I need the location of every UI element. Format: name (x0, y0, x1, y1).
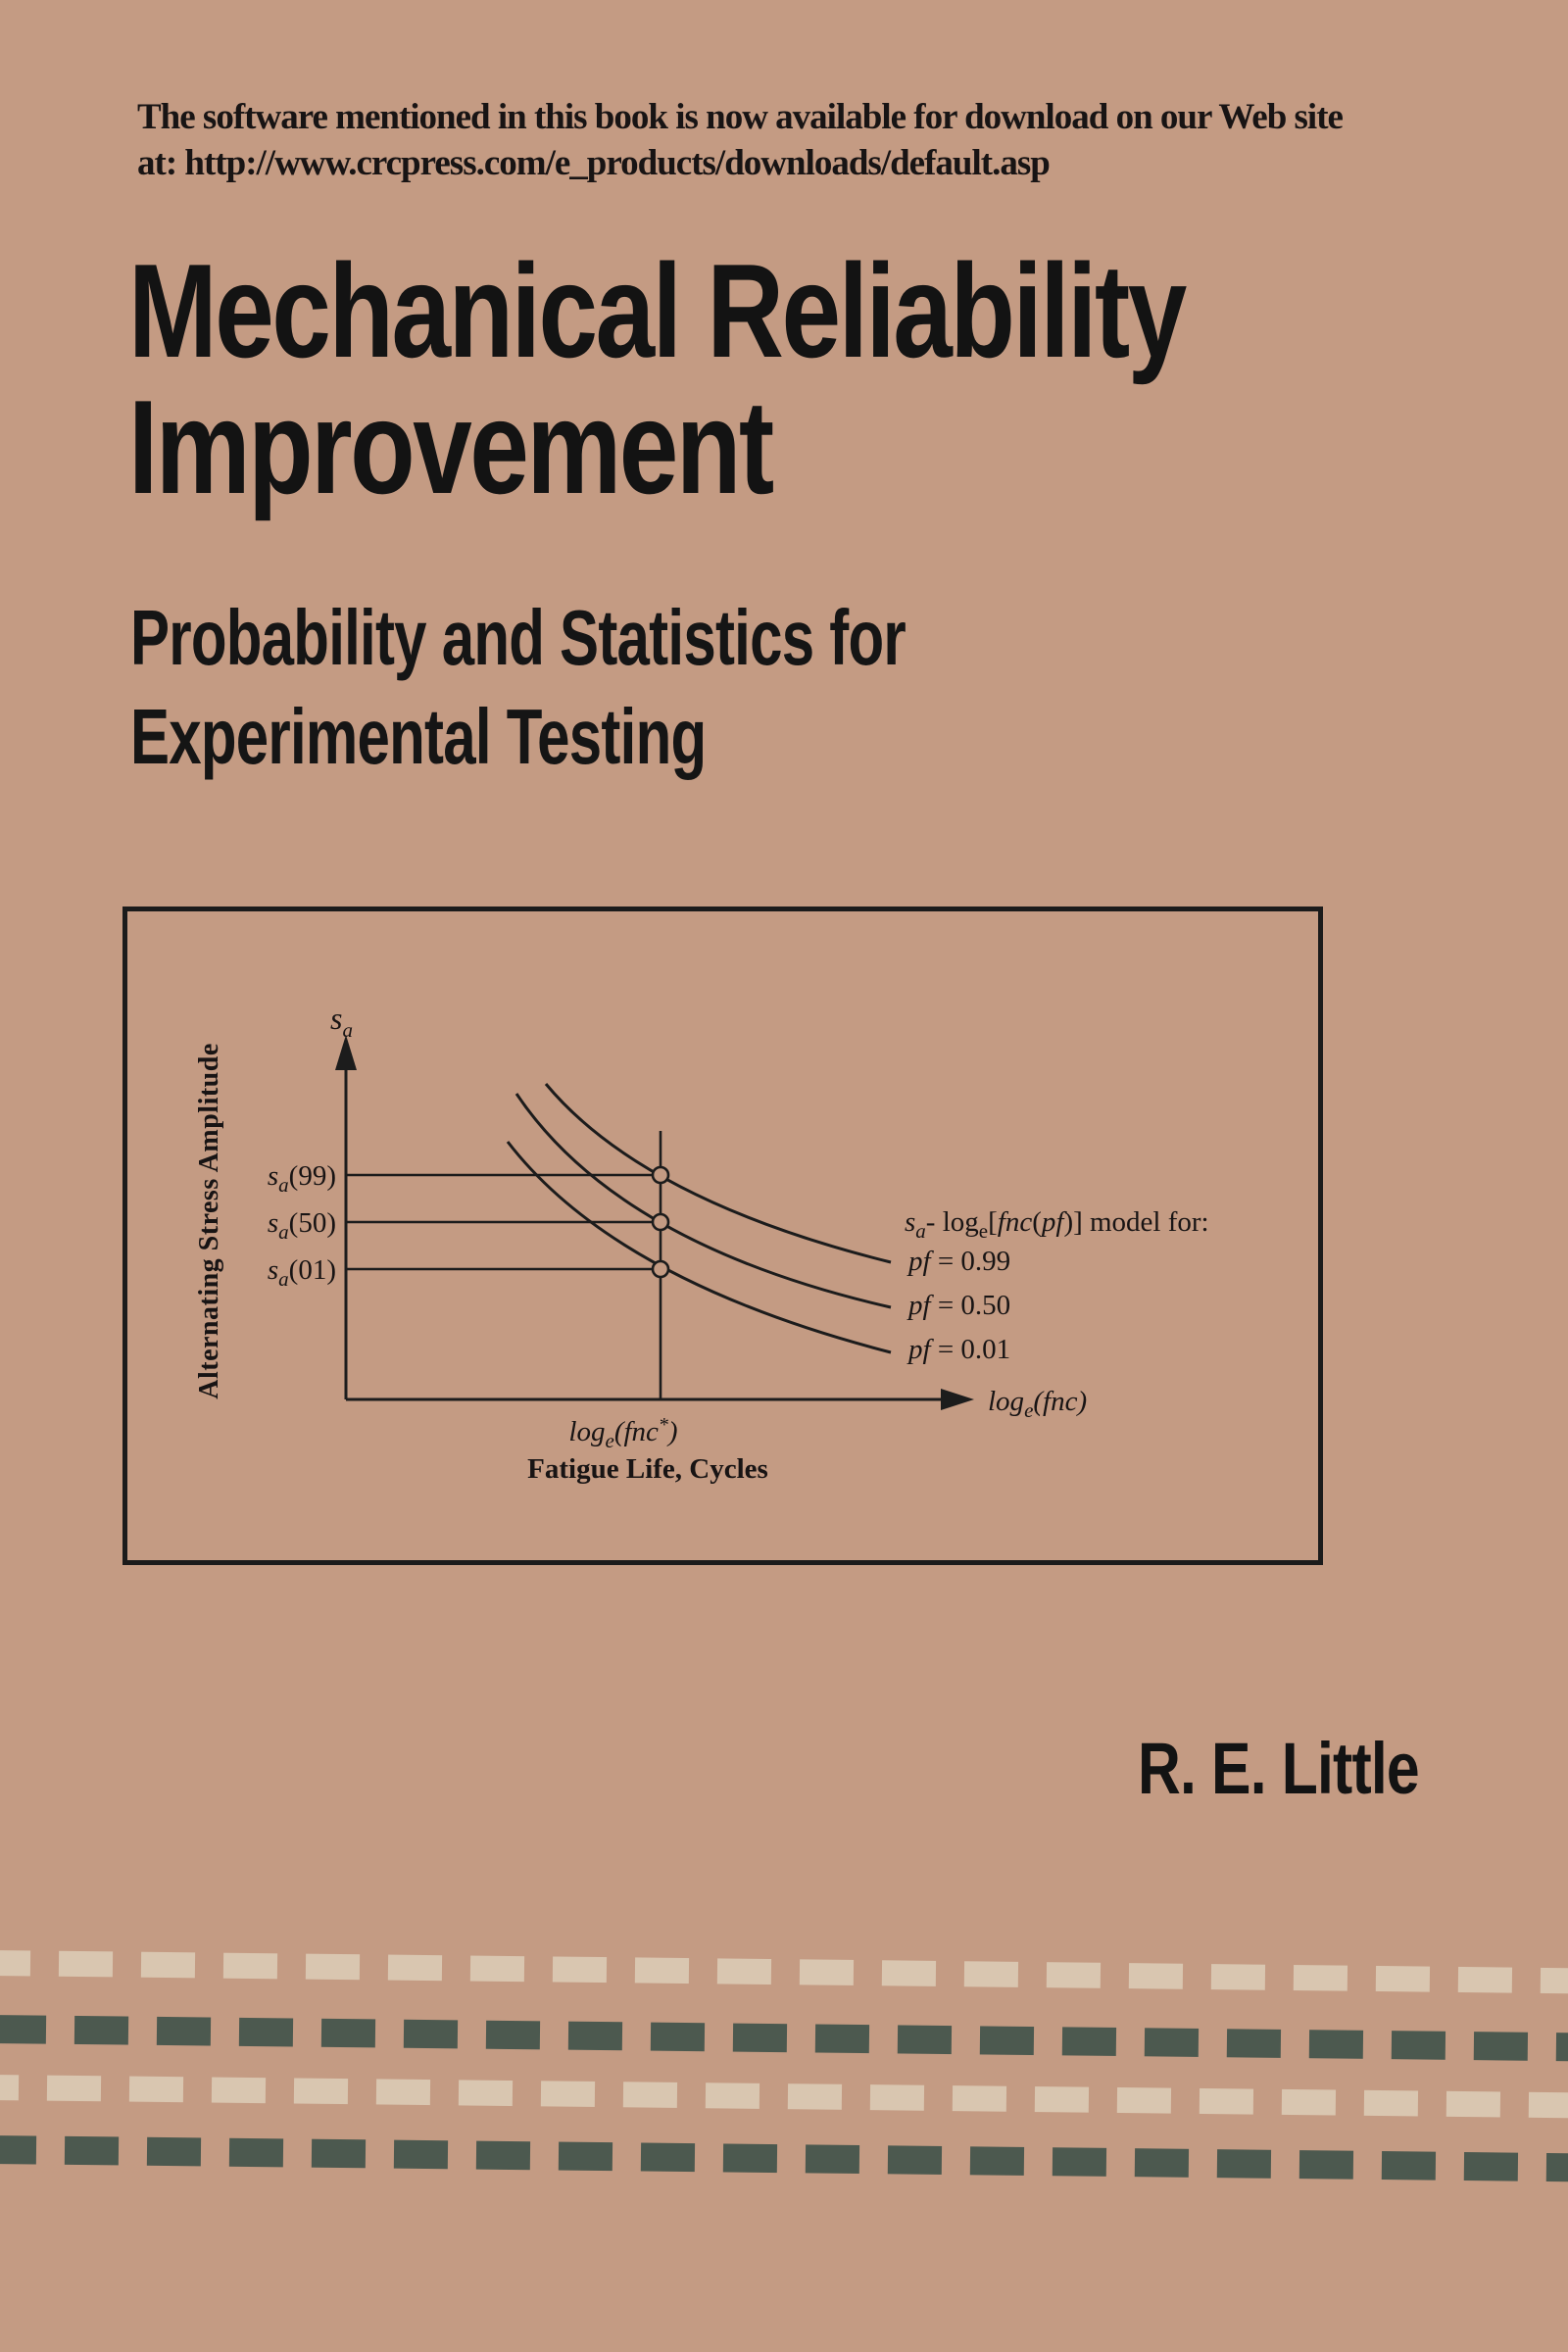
book-title-line2: Improvement (128, 372, 774, 521)
sn-curve-figure: sa Alternating Stress Amplitude sa(99) s… (122, 906, 1323, 1565)
decor-dash-row-dark-2 (0, 2135, 1568, 2182)
marker-sa50 (651, 1212, 670, 1232)
x-axis-title: Fatigue Life, Cycles (527, 1453, 768, 1485)
y-axis-title: Alternating Stress Amplitude (194, 1043, 224, 1399)
decor-dash-row-dark-1 (0, 2015, 1568, 2062)
y-axis-symbol: sa (330, 1001, 353, 1042)
x-axis-symbol: loge(fnc) (988, 1386, 1087, 1422)
decor-dash-row-light-2 (0, 2075, 1568, 2119)
book-subtitle-line1: Probability and Statistics for (130, 594, 906, 681)
book-subtitle: Probability and Statistics for Experimen… (130, 588, 906, 786)
curve-pf-099 (544, 1083, 892, 1264)
curve-pf-050 (514, 1093, 892, 1309)
decor-dash-row-light-1 (0, 1950, 1568, 1994)
software-notice-line2: at: http://www.crcpress.com/e_products/d… (137, 143, 1051, 183)
curve-label-pf001: pf = 0.01 (906, 1334, 1010, 1365)
curve-label-pf050: pf = 0.50 (906, 1290, 1010, 1321)
y-axis-arrowhead-icon (335, 1035, 357, 1070)
sn-curve-plot: sa Alternating Stress Amplitude sa(99) s… (194, 1001, 1209, 1485)
book-title-line1: Mechanical Reliability (128, 236, 1187, 385)
x-axis-arrowhead-icon (941, 1389, 974, 1410)
book-title: Mechanical Reliability Improvement (128, 236, 1187, 521)
ref-label-sa01: sa(01) (268, 1254, 336, 1291)
ref-label-sa99: sa(99) (268, 1160, 336, 1197)
marker-sa99 (651, 1165, 670, 1185)
software-notice-line1: The software mentioned in this book is n… (137, 97, 1344, 137)
ref-label-sa50: sa(50) (268, 1207, 336, 1244)
x-tick-label: loge(fnc*) (568, 1414, 677, 1452)
software-notice: The software mentioned in this book is n… (137, 94, 1344, 186)
model-label: sa- loge[fnc(pf)] model for: (905, 1206, 1209, 1243)
marker-sa01 (651, 1259, 670, 1279)
book-subtitle-line2: Experimental Testing (130, 693, 707, 780)
author-name: R. E. Little (1138, 1728, 1420, 1809)
curve-label-pf099: pf = 0.99 (906, 1246, 1010, 1277)
